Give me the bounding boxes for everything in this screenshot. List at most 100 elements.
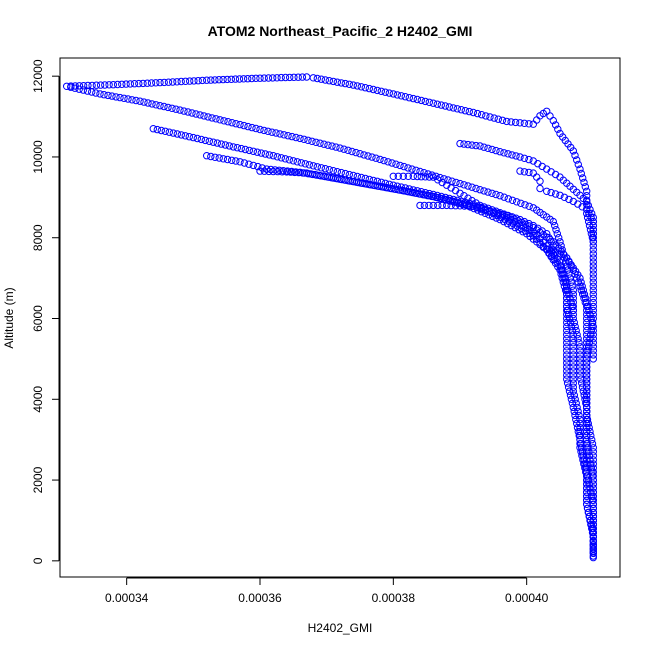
data-point [252, 74, 260, 83]
data-point [369, 181, 377, 189]
data-point [520, 154, 529, 163]
data-point [575, 339, 583, 347]
data-point [563, 347, 571, 355]
data-point [573, 331, 581, 339]
data-point [316, 139, 324, 147]
data-point [404, 172, 412, 181]
data-point [361, 180, 369, 188]
data-point [212, 115, 220, 123]
data-point [587, 213, 595, 222]
data-point [468, 183, 476, 191]
data-point [140, 98, 148, 106]
data-point [583, 399, 591, 407]
data-point [583, 351, 591, 359]
data-point [287, 168, 295, 176]
data-point [576, 165, 584, 173]
data-point [589, 226, 597, 234]
data-point [549, 116, 557, 125]
data-point [408, 165, 416, 173]
data-point [389, 172, 397, 181]
data-point [563, 351, 571, 359]
data-point [433, 100, 441, 108]
data-point [386, 184, 394, 193]
data-point [589, 230, 597, 238]
data-point [256, 167, 264, 175]
data-point [232, 157, 240, 165]
data-point [547, 238, 555, 246]
data-point [574, 278, 582, 286]
data-point [300, 135, 308, 144]
data-point [516, 167, 524, 175]
data-point [505, 217, 513, 226]
data-point [583, 343, 591, 351]
data-point [272, 129, 280, 137]
data-point [489, 209, 497, 218]
data-point [381, 88, 389, 96]
data-point [447, 201, 455, 210]
data-point [545, 234, 553, 242]
data-point [587, 314, 595, 323]
data-point [352, 148, 360, 157]
data-point [373, 182, 382, 190]
data-point [577, 278, 585, 286]
data-point [578, 379, 586, 387]
data-point [192, 110, 200, 118]
data-point [231, 75, 240, 83]
data-point [201, 136, 210, 145]
data-point [197, 135, 206, 144]
data-point [589, 480, 597, 488]
data-point [589, 278, 597, 286]
data-point [578, 448, 587, 456]
data-point [280, 131, 288, 139]
data-point [583, 326, 591, 335]
data-point [173, 130, 182, 138]
data-point [172, 105, 180, 113]
data-point [589, 468, 597, 476]
data-point [575, 431, 583, 440]
data-point [284, 132, 292, 140]
data-point [465, 107, 473, 116]
data-point [276, 130, 284, 138]
data-point [369, 85, 377, 94]
data-point [228, 156, 236, 165]
data-point [568, 399, 577, 407]
data-point [223, 75, 231, 84]
data-point [583, 415, 592, 424]
data-point [184, 108, 192, 116]
data-point [563, 343, 571, 351]
data-point [372, 154, 380, 162]
data-point [308, 137, 316, 146]
data-point [456, 139, 464, 148]
data-point [520, 217, 529, 226]
data-point [589, 258, 597, 266]
data-point [329, 167, 337, 175]
data-point [571, 270, 579, 278]
data-point [323, 173, 332, 181]
data-point [589, 488, 597, 496]
data-point [586, 205, 594, 214]
data-point [578, 282, 586, 290]
data-point [588, 318, 596, 327]
data-point [520, 168, 529, 176]
data-point [473, 109, 482, 118]
data-point [217, 140, 226, 148]
data-point [249, 147, 258, 156]
data-point [521, 201, 529, 209]
data-point [570, 407, 578, 416]
data-point [468, 196, 476, 205]
data-point [563, 339, 571, 347]
data-point [568, 302, 576, 311]
data-point [353, 178, 361, 186]
data-point [341, 79, 349, 88]
data-point [551, 121, 560, 129]
data-point [377, 87, 385, 96]
data-point [411, 189, 419, 197]
data-point [373, 86, 381, 95]
data-point [587, 520, 595, 529]
data-point [498, 116, 507, 125]
data-point [589, 536, 597, 545]
data-point [264, 74, 273, 82]
data-point [583, 379, 591, 387]
data-point [260, 74, 268, 82]
data-point [164, 103, 172, 112]
